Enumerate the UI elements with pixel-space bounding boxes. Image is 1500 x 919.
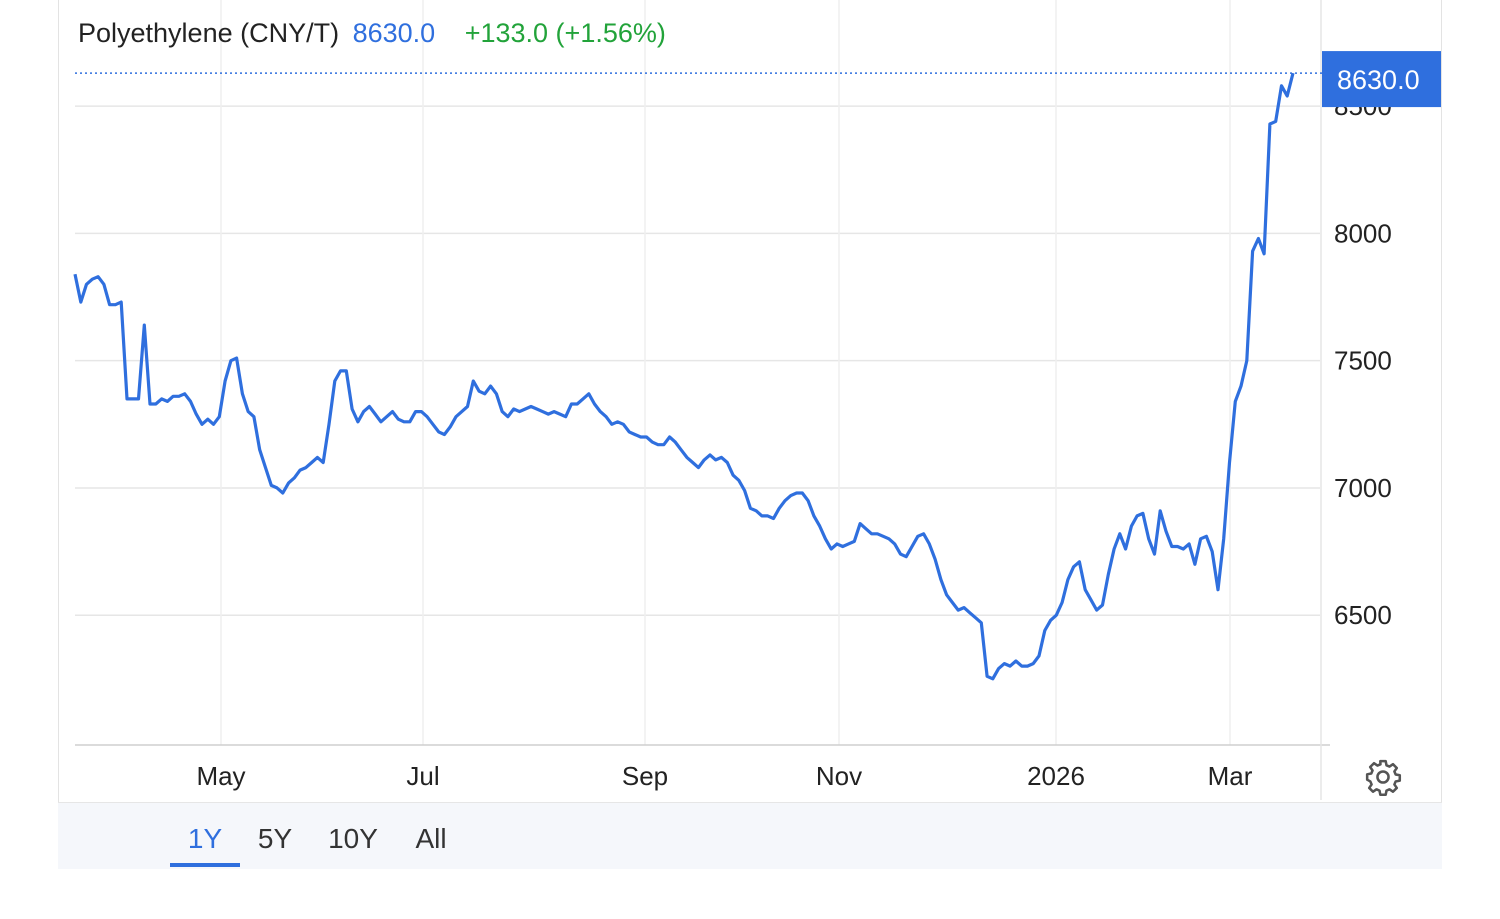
x-tick-label: Sep (622, 761, 668, 791)
series-line-polyethylene (73, 72, 1295, 681)
current-price: 8630.0 (352, 18, 436, 48)
y-tick-label: 6500 (1334, 600, 1392, 630)
x-tick-label: Nov (816, 761, 862, 791)
instrument-name: Polyethylene (CNY/T) (78, 18, 340, 48)
x-tick-label: 2026 (1027, 761, 1085, 791)
price-change: +133.0 (+1.56%) (464, 18, 666, 48)
y-axis: 65007000750080008500 (1334, 91, 1392, 630)
chart-widget (58, 0, 1442, 869)
range-selector: 1Y 5Y 10Y All (58, 802, 1442, 869)
y-tick-label: 8000 (1334, 218, 1392, 248)
range-10y-button[interactable]: 10Y (328, 823, 378, 854)
y-tick-label: 7000 (1334, 473, 1392, 503)
x-tick-label: May (196, 761, 245, 791)
chart-header: Polyethylene (CNY/T) 8630.0 +133.0 (+1.5… (78, 18, 672, 49)
last-price-tag-text: 8630.0 (1337, 65, 1420, 95)
x-tick-label: Jul (406, 761, 439, 791)
last-price-tag: 8630.0 (1322, 51, 1441, 108)
range-1y-button[interactable]: 1Y (170, 823, 240, 867)
range-all-button[interactable]: All (415, 823, 447, 854)
x-axis: May Jul Sep Nov 2026 Mar (196, 761, 1252, 791)
x-tick-label: Mar (1208, 761, 1253, 791)
gear-icon[interactable] (1364, 758, 1402, 796)
y-tick-label: 7500 (1334, 346, 1392, 376)
range-5y-button[interactable]: 5Y (257, 823, 293, 854)
chart-grid (75, 0, 1330, 800)
